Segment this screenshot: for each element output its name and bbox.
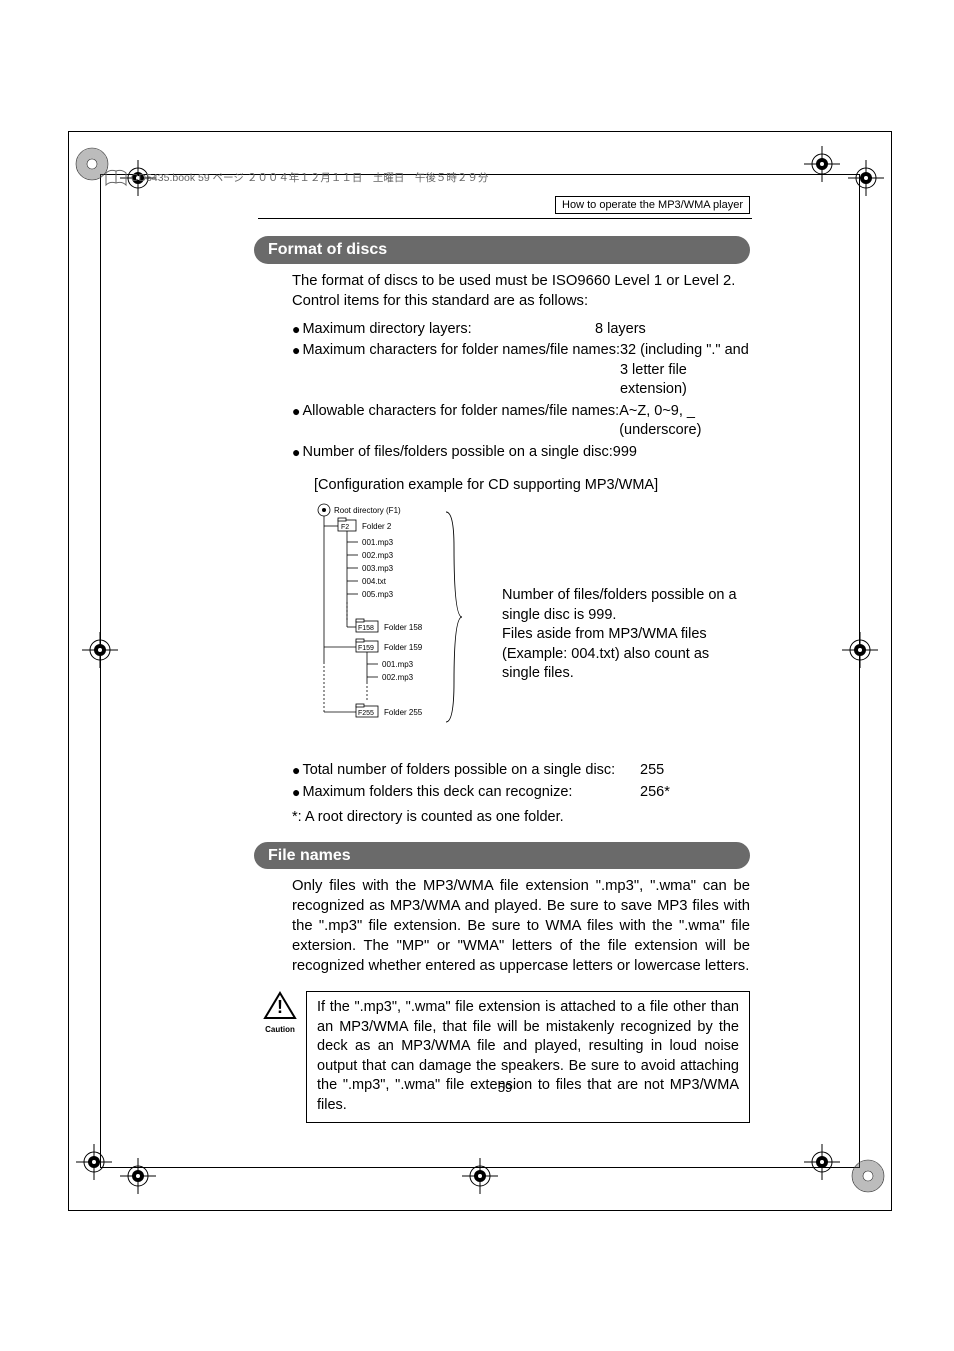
bullet-value: 256*	[640, 783, 750, 803]
section-heading-filenames: File names	[254, 842, 750, 870]
svg-text:002.mp3: 002.mp3	[382, 673, 414, 682]
svg-text:Folder 158: Folder 158	[384, 623, 423, 632]
svg-text:!: !	[277, 997, 283, 1017]
folder-tree-diagram: Root directory (F1) F2 Folder 2 001.mp3 …	[314, 502, 750, 749]
bullet-icon: ●	[292, 761, 300, 781]
crosshair-mark	[76, 1144, 112, 1180]
bullet-icon: ●	[292, 320, 300, 340]
crosshair-mark	[120, 1158, 156, 1194]
crosshair-mark	[848, 160, 884, 196]
crosshair-mark	[842, 632, 878, 668]
svg-text:Folder 159: Folder 159	[384, 643, 423, 652]
caution-icon: ! Caution	[260, 991, 300, 1122]
bullet-item: ● Maximum characters for folder names/fi…	[292, 341, 750, 400]
svg-text:F2: F2	[341, 524, 349, 531]
chapter-label: How to operate the MP3/WMA player	[555, 196, 750, 214]
bullet-label: Number of files/folders possible on a si…	[302, 443, 612, 463]
bullet-label: Maximum folders this deck can recognize:	[302, 783, 572, 803]
diagram-note-1: Number of files/folders possible on a si…	[502, 586, 750, 625]
svg-text:F158: F158	[358, 625, 374, 632]
tree-svg: Root directory (F1) F2 Folder 2 001.mp3 …	[314, 502, 484, 742]
svg-text:F159: F159	[358, 645, 374, 652]
intro-line-1: The format of discs to be used must be I…	[292, 272, 750, 292]
svg-text:004.txt: 004.txt	[362, 577, 387, 586]
caution-text: If the ".mp3", ".wma" file extension is …	[306, 991, 750, 1122]
crosshair-mark	[804, 146, 840, 182]
print-header: CD5435.book 59 ページ ２００４年１２月１１日 土曜日 午後５時２…	[104, 168, 488, 188]
bullet-label: Allowable characters for folder names/fi…	[302, 402, 619, 441]
bullet-label: Maximum characters for folder names/file…	[302, 341, 620, 400]
crosshair-mark	[462, 1158, 498, 1194]
bullet-icon: ●	[292, 783, 300, 803]
crosshair-mark	[82, 632, 118, 668]
header-rule	[258, 218, 752, 219]
caution-label: Caution	[260, 1025, 300, 1036]
svg-text:001.mp3: 001.mp3	[382, 660, 414, 669]
diagram-note-2: Files aside from MP3/WMA files (Example:…	[502, 625, 750, 684]
svg-text:Folder 255: Folder 255	[384, 708, 423, 717]
bullet-label: Total number of folders possible on a si…	[302, 761, 615, 781]
bullet-value: 999	[613, 443, 750, 463]
bullet-value: A~Z, 0~9, _ (underscore)	[619, 402, 750, 441]
intro-line-2: Control items for this standard are as f…	[292, 292, 750, 312]
svg-text:002.mp3: 002.mp3	[362, 551, 394, 560]
bullet-value: 255	[640, 761, 750, 781]
bullet-value: 8 layers	[595, 320, 750, 340]
svg-text:005.mp3: 005.mp3	[362, 590, 394, 599]
bullet-label: Maximum directory layers:	[302, 320, 471, 340]
section-heading-format: Format of discs	[254, 236, 750, 264]
diagram-caption: [Configuration example for CD supporting…	[314, 476, 750, 496]
diagram-side-text: Number of files/folders possible on a si…	[502, 586, 750, 749]
bullet-icon: ●	[292, 402, 300, 441]
svg-text:001.mp3: 001.mp3	[362, 538, 394, 547]
bullet-item: ● Maximum directory layers: 8 layers	[292, 320, 750, 340]
print-header-text: CD5435.book 59 ページ ２００４年１２月１１日 土曜日 午後５時２…	[131, 172, 488, 184]
svg-text:F255: F255	[358, 710, 374, 717]
svg-text:Folder 2: Folder 2	[362, 522, 392, 531]
bullet-icon: ●	[292, 341, 300, 400]
bullet-item: ● Total number of folders possible on a …	[292, 761, 750, 781]
footnote: *: A root directory is counted as one fo…	[292, 808, 750, 828]
bullet-item: ● Number of files/folders possible on a …	[292, 443, 750, 463]
bullet-icon: ●	[292, 443, 300, 463]
tree-root-label: Root directory (F1)	[334, 506, 401, 515]
bullet-item: ● Allowable characters for folder names/…	[292, 402, 750, 441]
bullet-item: ● Maximum folders this deck can recogniz…	[292, 783, 750, 803]
registration-mark	[850, 1158, 886, 1194]
filenames-paragraph: Only files with the MP3/WMA file extensi…	[292, 877, 750, 977]
bullet-value: 32 (including "." and 3 letter file exte…	[620, 341, 750, 400]
crosshair-mark	[804, 1144, 840, 1180]
svg-text:003.mp3: 003.mp3	[362, 564, 394, 573]
